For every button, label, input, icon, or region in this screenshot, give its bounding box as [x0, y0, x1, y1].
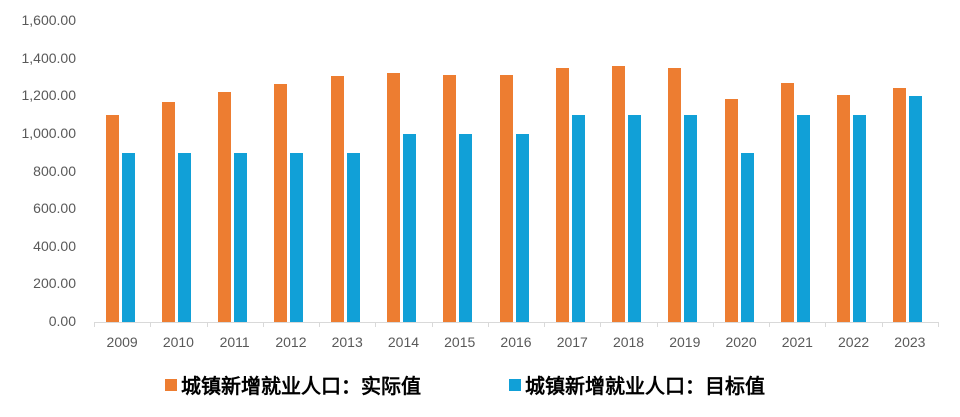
x-tick-mark: [600, 322, 602, 327]
x-tick-mark: [769, 322, 771, 327]
x-tick-label: 2015: [444, 334, 476, 350]
bar-actual: [386, 73, 400, 322]
x-tick-mark: [94, 322, 95, 327]
bar-target: [853, 115, 867, 322]
x-tick-label: 2011: [219, 334, 250, 350]
bar-actual: [499, 74, 513, 322]
x-tick-label: 2019: [669, 334, 701, 350]
bar-actual: [668, 67, 682, 322]
x-tick-label: 2012: [275, 334, 307, 350]
x-tick-mark: [881, 322, 883, 327]
bar-target: [459, 133, 473, 322]
x-tick-label: 2023: [894, 334, 926, 350]
legend-label-actual: 城镇新增就业人口：实际值: [181, 376, 421, 398]
x-tick-mark: [150, 322, 152, 327]
x-tick-label: 2014: [387, 334, 420, 350]
y-tick-label: 800.00: [33, 162, 76, 179]
x-tick-mark: [319, 322, 321, 327]
bar-target: [402, 133, 416, 322]
x-tick-label: 2017: [556, 334, 588, 350]
bar-actual: [218, 92, 232, 322]
bar-actual: [893, 87, 907, 322]
bar-target: [571, 115, 585, 322]
x-tick-mark: [825, 322, 827, 327]
legend-swatch-actual: [165, 378, 177, 391]
x-tick-mark: [487, 322, 489, 327]
bar-target: [177, 152, 191, 322]
x-tick-mark: [375, 322, 377, 327]
bar-target: [628, 115, 642, 322]
x-tick-label: 2022: [838, 334, 870, 350]
y-tick-label: 1,400.00: [21, 49, 77, 66]
legend-item-target: 城镇新增就业人口：目标值: [509, 370, 765, 399]
bar-target: [740, 152, 754, 322]
y-tick-label: 600.00: [33, 200, 76, 217]
bar-target: [121, 152, 135, 322]
x-tick-mark: [712, 322, 714, 327]
x-tick-label: 2009: [106, 334, 138, 350]
x-tick-mark: [262, 322, 264, 327]
bar-actual: [161, 102, 175, 322]
x-tick-mark: [206, 322, 208, 327]
x-tick-label: 2010: [162, 334, 194, 350]
y-tick-label: 0.00: [48, 313, 76, 329]
x-tick-label: 2016: [500, 334, 532, 350]
legend-swatch-target: [509, 378, 521, 391]
y-tick-label: 1,600.00: [21, 12, 77, 28]
bar-actual: [780, 83, 794, 322]
bar-target: [909, 96, 923, 322]
bar-target: [796, 115, 810, 322]
bar-actual: [330, 75, 344, 322]
bar-actual: [612, 65, 626, 322]
bar-target: [684, 115, 698, 322]
y-tick-label: 400.00: [33, 237, 76, 254]
bar-target: [290, 152, 304, 322]
bar-actual: [555, 67, 569, 322]
bar-actual: [837, 95, 851, 322]
bar-actual: [724, 98, 738, 322]
y-tick-label: 1,200.00: [21, 87, 77, 104]
x-tick-mark: [544, 322, 546, 327]
bar-actual: [443, 75, 457, 322]
bar-actual: [105, 114, 119, 322]
x-tick-mark: [656, 322, 658, 327]
y-tick-label: 1,000.00: [21, 124, 77, 141]
legend-label-target: 城镇新增就业人口：目标值: [525, 376, 765, 398]
bar-target: [234, 152, 248, 322]
y-tick-label: 200.00: [33, 275, 76, 292]
x-tick-label: 2021: [781, 334, 813, 350]
x-tick-mark: [431, 322, 433, 327]
bar-target: [346, 152, 360, 322]
x-tick-label: 2020: [725, 334, 757, 350]
x-tick-label: 2013: [331, 334, 363, 350]
legend-item-actual: 城镇新增就业人口：实际值: [165, 370, 421, 399]
bar-actual: [274, 83, 288, 322]
x-axis-line: [94, 322, 938, 323]
x-tick-mark: [938, 322, 939, 327]
x-tick-label: 2018: [612, 334, 645, 350]
bar-target: [515, 133, 529, 322]
